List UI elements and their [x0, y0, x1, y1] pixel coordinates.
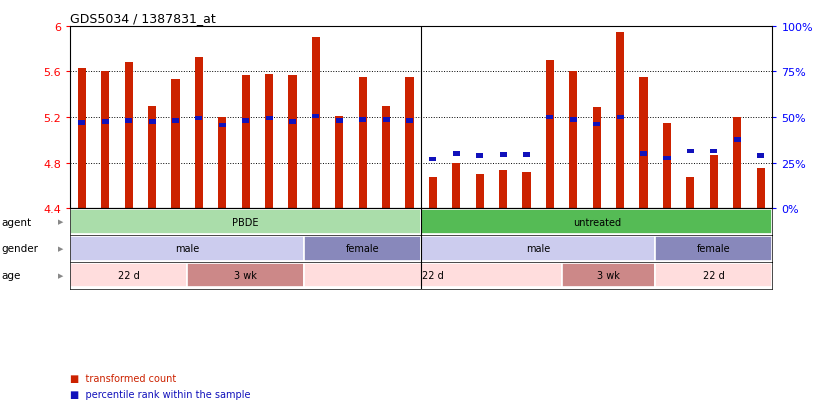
Text: ■  transformed count: ■ transformed count — [70, 373, 177, 383]
Bar — [289, 120, 296, 125]
Bar — [359, 118, 366, 122]
Text: gender: gender — [2, 244, 39, 254]
Bar — [640, 152, 647, 157]
Bar — [70, 263, 188, 288]
Bar — [523, 153, 530, 157]
Bar — [78, 121, 85, 126]
Bar — [569, 72, 577, 209]
Text: untreated: untreated — [572, 217, 621, 227]
Bar — [336, 119, 343, 123]
Bar — [421, 210, 772, 234]
Bar — [477, 154, 483, 159]
Bar — [172, 119, 179, 123]
Bar — [593, 122, 601, 127]
Bar — [617, 115, 624, 120]
Text: female: female — [346, 244, 380, 254]
Bar — [70, 210, 421, 234]
Bar — [358, 78, 367, 209]
Bar — [312, 114, 320, 119]
Bar — [382, 118, 390, 122]
Bar — [288, 76, 297, 209]
Bar — [188, 263, 304, 288]
Bar — [219, 123, 225, 128]
Bar — [570, 118, 577, 122]
Text: ▶: ▶ — [58, 246, 63, 252]
Bar — [242, 76, 249, 209]
Bar — [102, 120, 109, 125]
Bar — [655, 263, 772, 288]
Bar — [757, 169, 765, 209]
Text: PBDE: PBDE — [232, 217, 259, 227]
Bar — [663, 123, 671, 209]
Text: male: male — [175, 244, 199, 254]
Text: 22 d: 22 d — [118, 271, 140, 281]
Bar — [562, 263, 655, 288]
Bar — [639, 78, 648, 209]
Bar — [710, 155, 718, 209]
Bar — [335, 116, 344, 209]
Bar — [148, 107, 156, 209]
Bar — [196, 116, 202, 121]
Bar — [126, 119, 132, 123]
Bar — [78, 69, 86, 209]
Bar — [242, 119, 249, 123]
Text: agent: agent — [2, 217, 31, 227]
Bar — [406, 78, 414, 209]
Text: female: female — [697, 244, 731, 254]
Bar — [304, 263, 562, 288]
Text: GDS5034 / 1387831_at: GDS5034 / 1387831_at — [70, 12, 216, 25]
Bar — [125, 63, 133, 209]
Bar — [733, 138, 741, 143]
Bar — [500, 153, 506, 157]
Bar — [655, 237, 772, 261]
Bar — [304, 237, 421, 261]
Bar — [382, 107, 390, 209]
Bar — [453, 152, 460, 157]
Text: male: male — [526, 244, 550, 254]
Bar — [757, 154, 764, 159]
Bar — [172, 80, 179, 209]
Bar — [102, 72, 109, 209]
Bar — [312, 38, 320, 209]
Bar — [149, 120, 155, 125]
Bar — [430, 157, 436, 162]
Bar — [593, 107, 601, 209]
Text: 22 d: 22 d — [703, 271, 724, 281]
Text: ▶: ▶ — [58, 273, 63, 279]
Text: age: age — [2, 271, 21, 281]
Text: 22 d: 22 d — [422, 271, 444, 281]
Bar — [218, 118, 226, 209]
Bar — [523, 172, 530, 209]
Bar — [406, 119, 413, 123]
Bar — [453, 163, 460, 209]
Text: 3 wk: 3 wk — [235, 271, 257, 281]
Bar — [421, 237, 655, 261]
Bar — [616, 33, 624, 209]
Bar — [687, 150, 694, 154]
Bar — [499, 171, 507, 209]
Bar — [546, 61, 554, 209]
Bar — [195, 57, 203, 209]
Bar — [70, 237, 304, 261]
Text: ■  percentile rank within the sample: ■ percentile rank within the sample — [70, 389, 251, 399]
Bar — [663, 156, 671, 161]
Text: ▶: ▶ — [58, 219, 63, 225]
Bar — [686, 178, 695, 209]
Bar — [710, 150, 717, 154]
Bar — [429, 178, 437, 209]
Bar — [476, 175, 484, 209]
Text: 3 wk: 3 wk — [597, 271, 620, 281]
Bar — [266, 116, 273, 121]
Bar — [733, 118, 741, 209]
Bar — [265, 75, 273, 209]
Bar — [547, 115, 553, 120]
